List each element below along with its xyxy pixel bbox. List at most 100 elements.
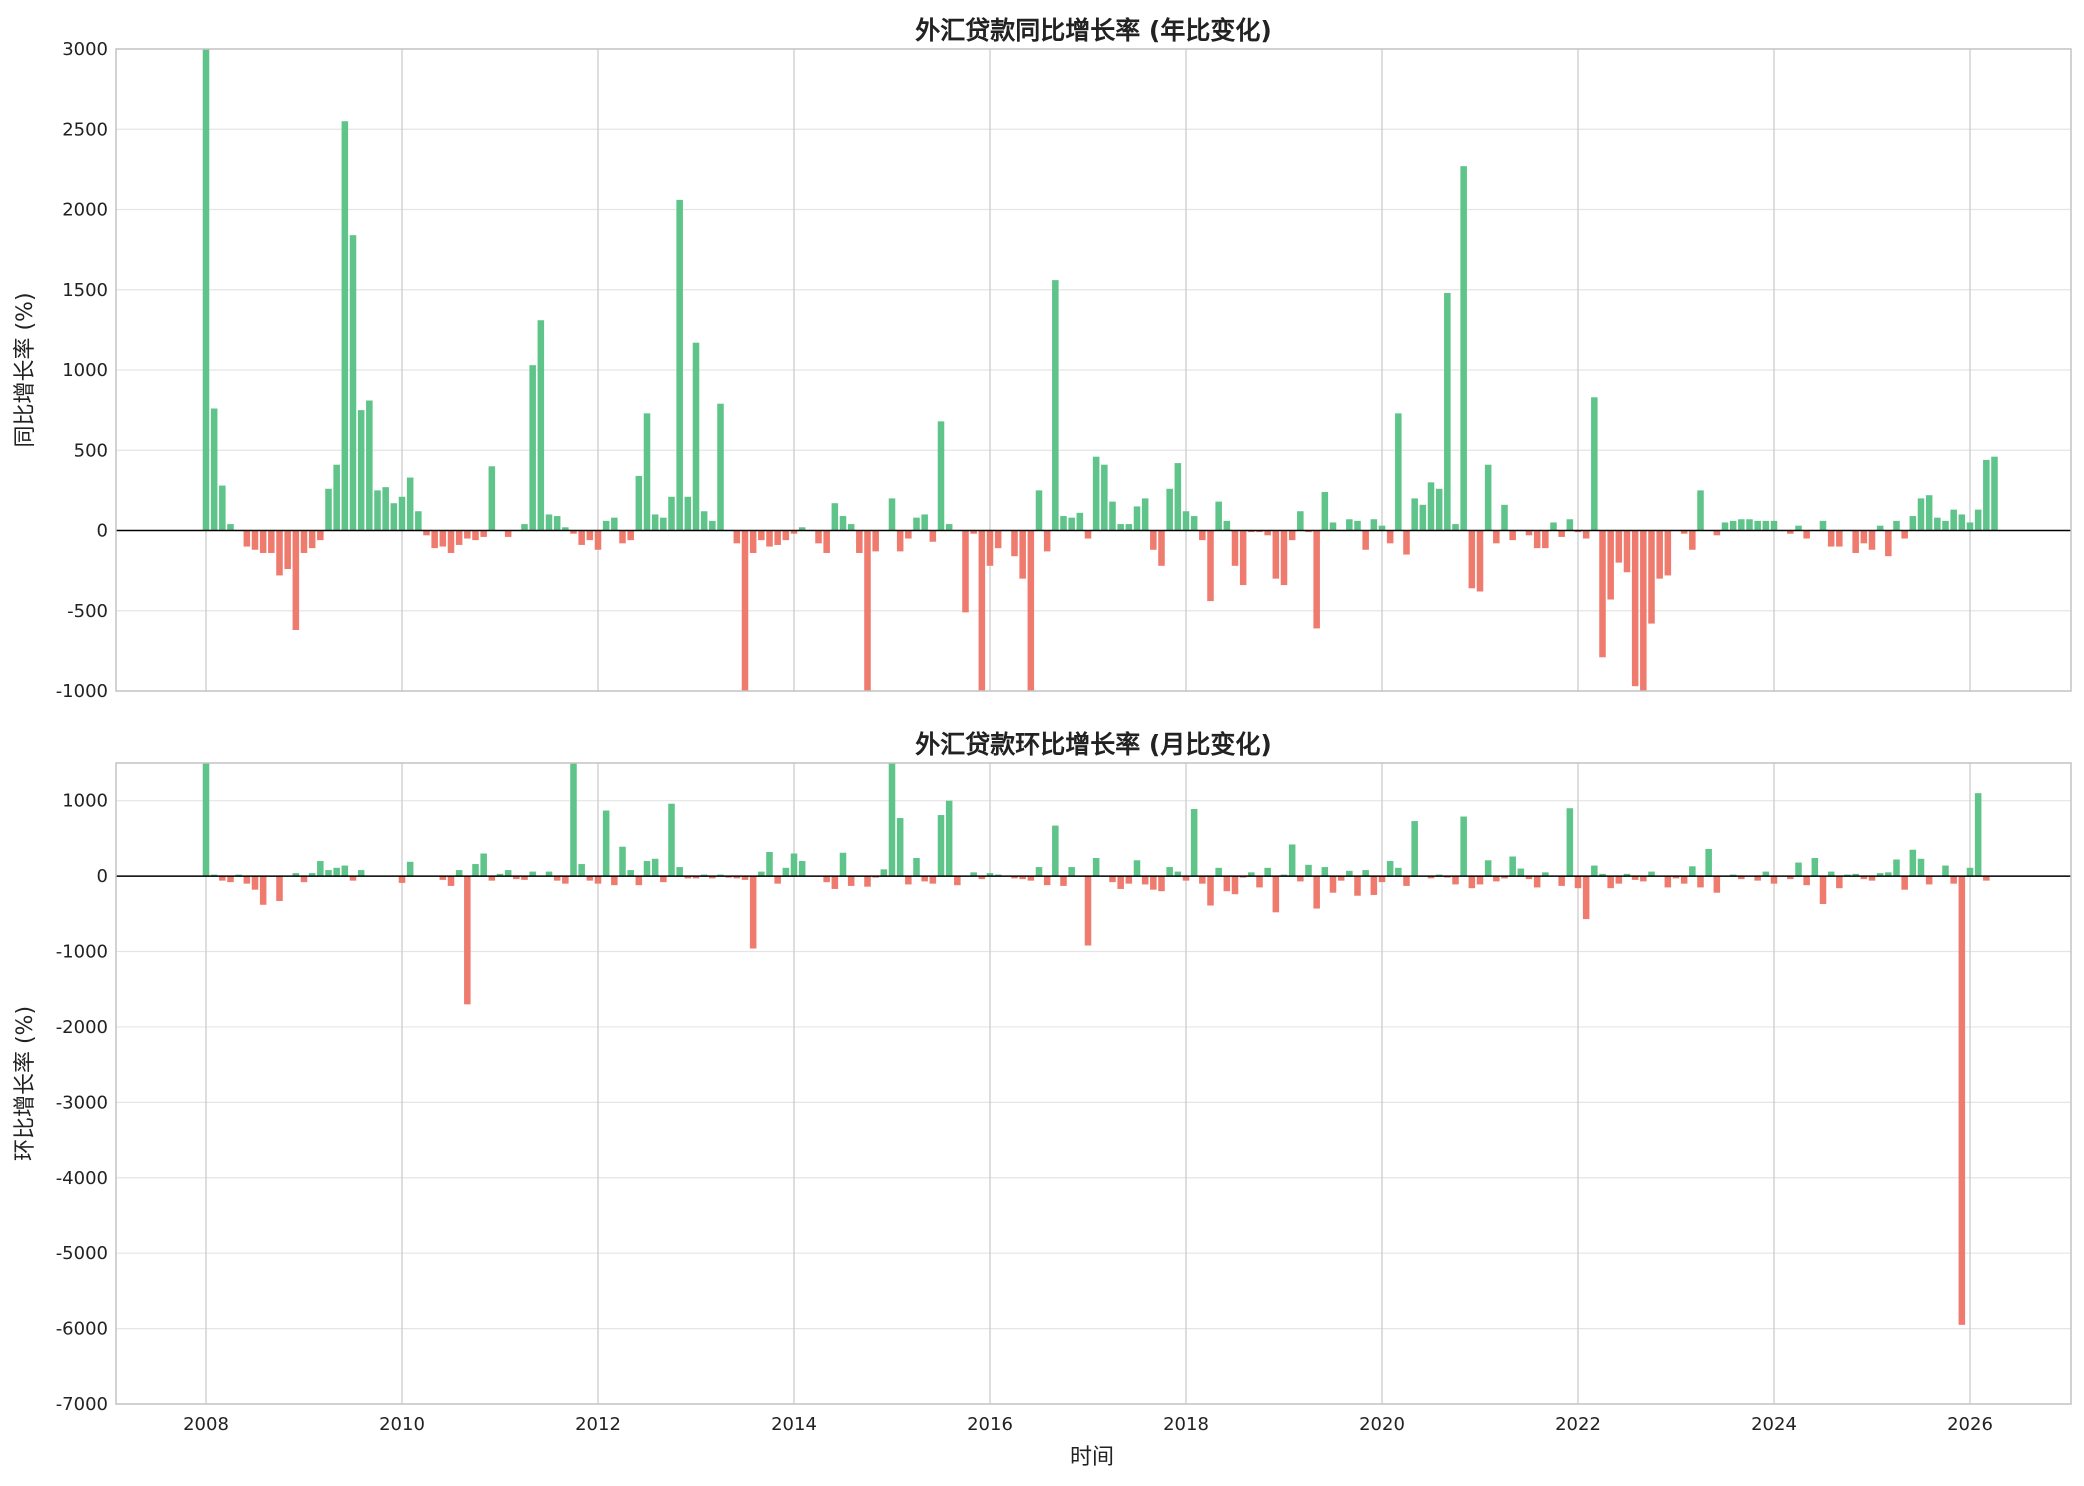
bar-positive [1305,864,1312,877]
bar-positive [202,49,210,531]
bar-positive [790,853,798,877]
bar-positive [1052,280,1059,531]
bar-negative [1231,876,1239,895]
bar-positive [1092,858,1100,877]
bar-negative [1288,530,1296,541]
bar-negative [219,876,226,881]
bar-positive [1623,873,1631,877]
chart-title: 外汇贷款环比增长率 (月比变化) [915,730,1272,759]
bar-positive [1297,511,1304,531]
axes-frame [115,48,2072,692]
bar-negative [905,530,912,539]
bar-positive [529,871,536,877]
bar-positive [455,870,463,877]
bar-positive [1174,871,1182,877]
y-tick-label: -6000 [56,1319,108,1340]
bar-positive [1958,514,1966,531]
bar-positive [1934,517,1941,531]
bar-negative [856,530,863,553]
bar-negative [1476,530,1484,592]
bar-negative [578,530,585,545]
bar-positive [913,858,920,877]
bar-positive [1133,860,1141,877]
bar-negative [1141,876,1149,885]
bar-negative [1925,876,1933,885]
bar-positive [1509,856,1516,877]
bar-negative [300,530,308,553]
bar-negative [774,530,781,545]
bar-positive [1076,512,1084,531]
bar-positive [676,867,683,877]
bar-negative [627,530,634,541]
bar-negative [1019,876,1026,880]
y-tick-label: -500 [67,601,108,622]
bar-negative [1239,530,1247,586]
bar-negative [447,876,455,886]
y-tick-label: 1000 [62,791,108,812]
bar-negative [1313,876,1320,909]
bar-negative [1868,876,1876,881]
bar-positive [1354,520,1361,531]
bar-positive [1460,166,1467,531]
bar-negative [1754,876,1761,881]
bar-positive [545,514,553,531]
bar-negative [251,530,259,550]
bar-positive [937,421,945,531]
bar-positive [325,870,332,877]
bar-positive [970,872,977,877]
bar-positive [1566,519,1574,531]
bar-positive [1738,519,1745,531]
bar-negative [709,876,716,879]
bar-positive [406,861,414,877]
bar-negative [1648,530,1655,624]
bar-positive [1991,456,1998,531]
bar-positive [839,516,847,531]
bar-negative [1558,876,1565,886]
bar-negative [1501,876,1508,879]
y-tick-label: 1500 [62,280,108,301]
bar-positive [1893,859,1900,877]
bar-negative [1664,530,1672,576]
bar-positive [333,867,340,877]
bar-negative [1509,530,1516,541]
bar-positive [1141,498,1149,531]
bar-negative [1199,876,1206,884]
bar-positive [847,524,855,531]
y-tick-label: -5000 [56,1243,108,1264]
bar-negative [1787,876,1794,880]
bar-negative [864,530,871,691]
bar-positive [913,517,920,531]
bar-negative [978,530,986,691]
bar-negative [905,876,912,885]
bar-positive [888,763,896,877]
bar-positive [1419,504,1427,531]
bar-negative [243,876,251,884]
y-tick-label: -2000 [56,1017,108,1038]
bar-negative [1256,876,1263,888]
bar-positive [1484,464,1492,531]
bar-negative [790,530,798,534]
bar-negative [1680,876,1688,884]
bar-negative [1125,876,1133,884]
bar-positive [692,342,700,531]
bar-positive [529,365,536,531]
y-axis-label: 环比增长率 (%) [13,1006,38,1161]
bar-negative [1664,876,1672,888]
bar-positive [1885,872,1892,877]
bar-positive [382,487,389,531]
bar-positive [472,864,479,877]
bar-positive [798,861,806,877]
bar-positive [406,477,414,531]
bar-negative [1476,876,1484,885]
bar-negative [521,876,528,880]
bar-positive [219,485,226,531]
bar-positive [480,853,487,877]
bar-negative [1738,876,1745,880]
bar-negative [464,876,471,1005]
yoy-panel: 3000 2500 2000 1500 1000 500 0 -500 -1000 外汇贷款同比增… [13,16,2072,702]
bar-positive [1827,871,1835,877]
bar-negative [1403,876,1410,886]
bar-negative [749,530,757,553]
bar-negative [733,876,741,879]
bar-negative [962,530,969,613]
